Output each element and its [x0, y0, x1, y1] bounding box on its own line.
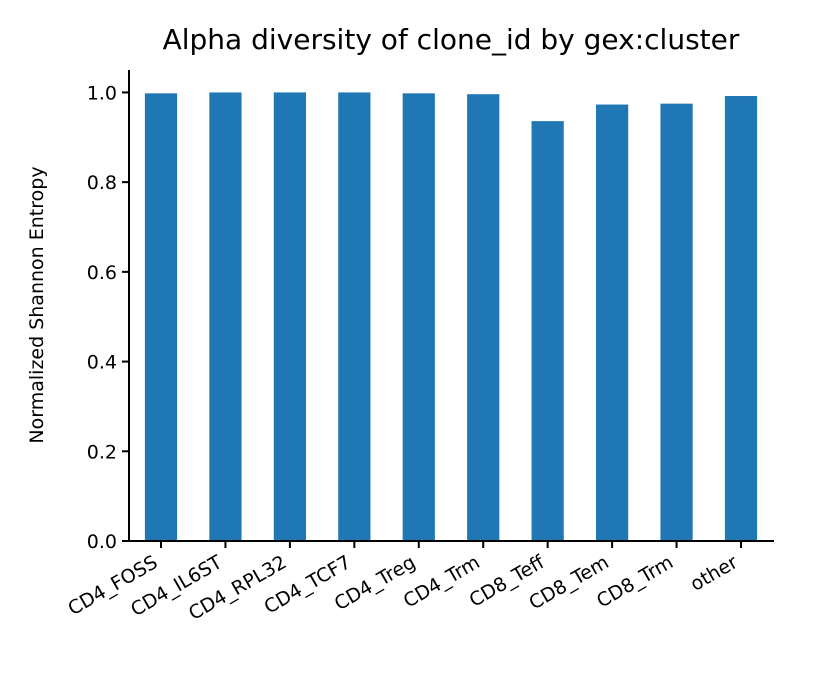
bar-cd4-foss	[144, 93, 178, 541]
bar-cd4-rpl32	[273, 92, 306, 541]
bars-group	[144, 92, 758, 542]
bar-cd8-trm	[660, 103, 693, 542]
y-axis-ticks: 0.0 0.2 0.4 0.6 0.8 1.0	[87, 82, 129, 553]
x-tick-label: other	[687, 551, 742, 595]
y-tick-label: 0.0	[87, 531, 117, 553]
y-tick-label: 0.6	[87, 262, 117, 284]
bar-cd8-teff	[531, 121, 564, 541]
bar-cd8-tem	[596, 104, 629, 541]
bar-cd4-treg	[402, 93, 435, 541]
bar-cd4-tcf7	[338, 92, 371, 541]
y-tick-label: 0.4	[87, 352, 117, 374]
y-tick-label: 0.8	[87, 172, 117, 194]
bar-cd4-il6st	[209, 92, 242, 541]
chart-title: Alpha diversity of clone_id by gex:clust…	[163, 23, 740, 56]
bar-other	[724, 96, 758, 541]
y-axis-title: Normalized Shannon Entropy	[26, 166, 48, 443]
bar-cd4-trm	[467, 94, 500, 542]
y-tick-label: 0.2	[87, 441, 117, 463]
y-tick-label: 1.0	[87, 82, 117, 104]
x-axis-ticks: CD4_FOSSCD4_IL6STCD4_RPL32CD4_TCF7CD4_Tr…	[64, 541, 742, 625]
